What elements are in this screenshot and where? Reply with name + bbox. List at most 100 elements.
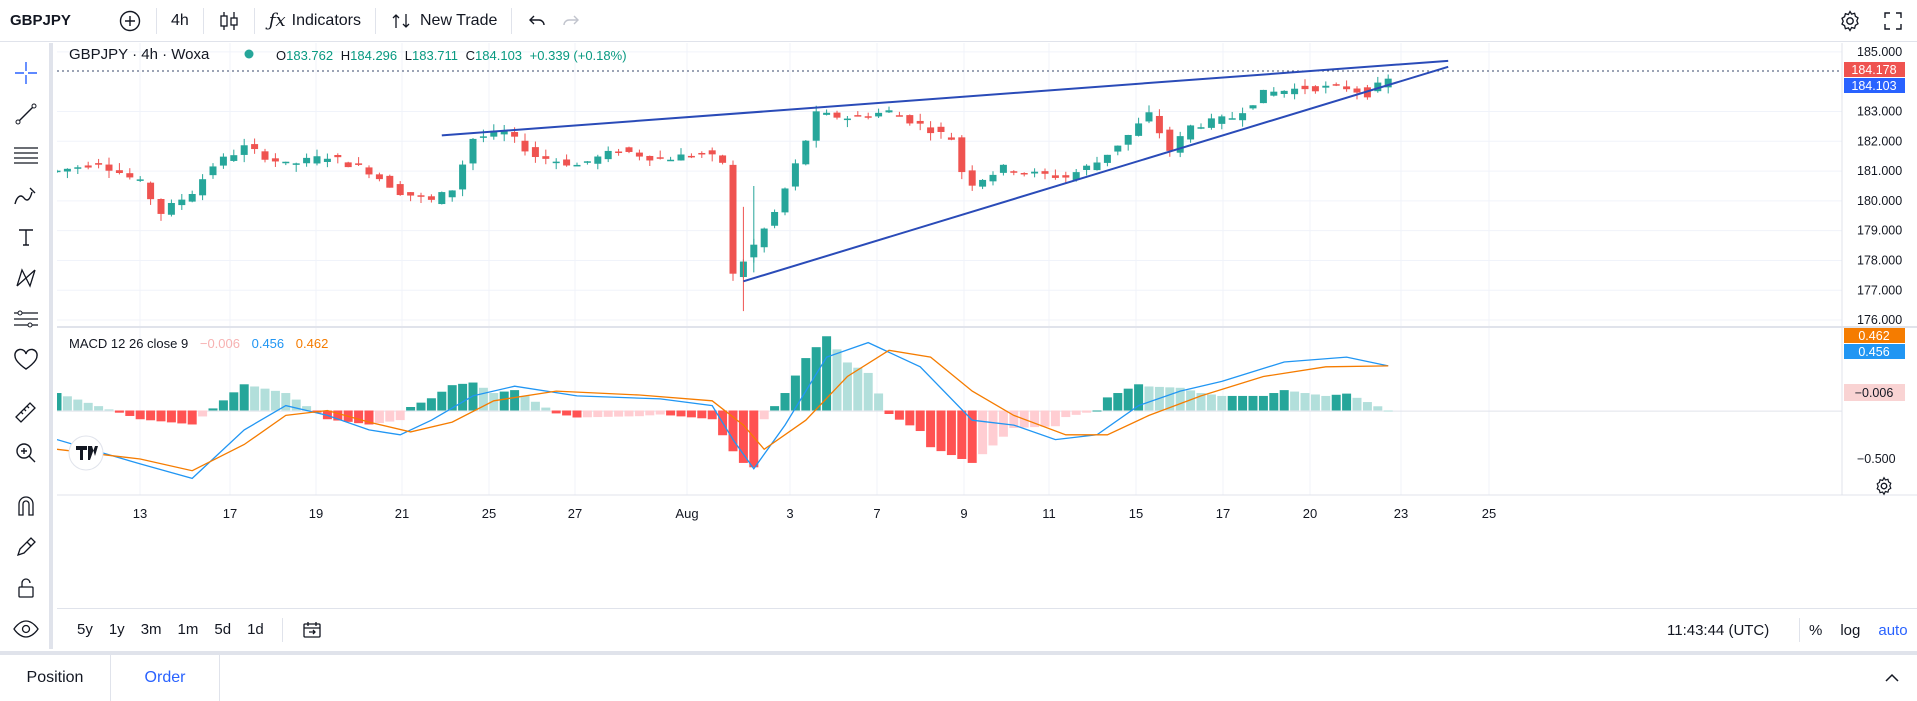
- candle-body: [1311, 86, 1319, 92]
- macd-hist-bar: [676, 410, 686, 417]
- favorites-tool[interactable]: [9, 343, 43, 377]
- macd-hist-bar: [166, 410, 176, 423]
- candle-body: [1249, 105, 1257, 109]
- candle-body: [937, 126, 945, 132]
- macd-hist-bar: [728, 410, 738, 452]
- settings-button[interactable]: [1838, 0, 1862, 42]
- pattern-tool[interactable]: [9, 261, 43, 295]
- candle-body: [115, 170, 123, 173]
- candle-body: [209, 166, 217, 176]
- macd-hist-bar: [655, 410, 665, 415]
- fullscreen-button[interactable]: [1882, 0, 1904, 42]
- close-value: 184.103: [475, 48, 522, 63]
- candle-body: [365, 167, 373, 175]
- forecast-tool[interactable]: [9, 302, 43, 336]
- interval-button[interactable]: 4h: [171, 11, 189, 29]
- tab-order[interactable]: Order: [110, 655, 220, 701]
- candle-body: [583, 161, 591, 163]
- candle-body: [916, 120, 924, 124]
- candle-body: [999, 164, 1007, 173]
- time-axis-settings[interactable]: [1876, 476, 1892, 496]
- candle-body: [947, 137, 955, 140]
- new-trade-label: New Trade: [420, 11, 498, 29]
- trend-line-tool[interactable]: [9, 97, 43, 131]
- zoom-tool[interactable]: [9, 436, 43, 470]
- new-trade-button[interactable]: New Trade: [384, 0, 503, 42]
- macd-hist-bar: [884, 410, 894, 414]
- macd-hist-bar: [1196, 393, 1206, 411]
- range-5d-button[interactable]: 5d: [214, 621, 232, 638]
- lock-tool[interactable]: [9, 571, 43, 605]
- macd-hist-bar: [1238, 395, 1248, 411]
- redo-button[interactable]: [554, 0, 588, 42]
- horizontal-lines-tool[interactable]: [9, 138, 43, 172]
- magnet-tool[interactable]: [9, 489, 43, 523]
- candle-body: [1239, 113, 1247, 121]
- macd-hist-bar: [395, 410, 405, 421]
- brush-tool[interactable]: [9, 179, 43, 213]
- signal-line: [56, 349, 1389, 472]
- macd-hist-bar: [1373, 406, 1383, 411]
- candle-body: [219, 156, 227, 166]
- candle-body: [708, 150, 716, 155]
- range-3m-button[interactable]: 3m: [140, 621, 162, 638]
- candle-body: [511, 132, 519, 137]
- candle-body: [604, 150, 612, 160]
- candle-body: [136, 179, 144, 181]
- time-tick-label: 20: [1303, 506, 1317, 521]
- macd-hist-bar: [1258, 395, 1268, 411]
- indicators-button[interactable]: ƒx Indicators: [263, 0, 367, 42]
- macd-hist-bar: [801, 358, 811, 411]
- range-1m-button[interactable]: 1m: [177, 621, 199, 638]
- tab-position[interactable]: Position: [26, 669, 84, 686]
- text-tool[interactable]: [9, 220, 43, 254]
- candle-body: [167, 202, 175, 215]
- auto-scale-toggle[interactable]: auto: [1878, 621, 1908, 639]
- candle-body: [1259, 89, 1267, 104]
- macd-hist-bar: [1082, 410, 1092, 413]
- macd-hist-bar: [364, 410, 374, 425]
- macd-legend[interactable]: MACD 12 26 close 9 −0.006 0.456 0.462: [69, 336, 328, 351]
- macd-hist-bar: [738, 410, 748, 463]
- candle-body: [729, 164, 737, 274]
- go-to-date-button[interactable]: [293, 619, 331, 641]
- macd-hist-bar: [1227, 395, 1237, 411]
- measure-tool[interactable]: [9, 395, 43, 429]
- candle-body: [105, 164, 113, 171]
- candle-body: [1020, 172, 1028, 175]
- time-tick-label: 11: [1042, 506, 1056, 521]
- macd-hist-bar: [125, 410, 135, 416]
- macd-hist-bar: [790, 375, 800, 411]
- macd-signal-price: 0.462: [1858, 329, 1889, 343]
- candle-body: [906, 115, 914, 124]
- range-1y-button[interactable]: 1y: [108, 621, 125, 638]
- candle-body: [147, 182, 155, 200]
- percent-scale-toggle[interactable]: %: [1809, 621, 1823, 639]
- undo-button[interactable]: [520, 0, 554, 42]
- candlestick-chart[interactable]: 185.000 183.000 182.000 181.000 180.000 179.0…: [52, 43, 1917, 606]
- range-1d-button[interactable]: 1d: [247, 621, 264, 638]
- symbol-search-button[interactable]: GBPJPY: [10, 12, 71, 29]
- chart-type-button[interactable]: [212, 0, 246, 42]
- trend-lines[interactable]: [441, 59, 1449, 283]
- candle-body: [812, 111, 820, 141]
- low-label: L: [405, 48, 412, 63]
- utc-time[interactable]: 11:43:44 (UTC): [1667, 609, 1769, 651]
- candle-body: [417, 195, 425, 197]
- chart-area[interactable]: 185.000 183.000 182.000 181.000 180.000 179.0…: [52, 43, 1917, 606]
- crosshair-tool[interactable]: [9, 56, 43, 90]
- draw-mode-tool[interactable]: [9, 530, 43, 564]
- collapse-panel-button[interactable]: [1867, 655, 1917, 701]
- log-scale-toggle[interactable]: log: [1840, 621, 1861, 639]
- xabcd-pattern-icon: [16, 268, 36, 288]
- visibility-tool[interactable]: [9, 612, 43, 646]
- candle-body: [521, 140, 529, 152]
- range-5y-button[interactable]: 5y: [77, 621, 93, 638]
- candle-body: [427, 196, 435, 200]
- symbol-title[interactable]: GBPJPY · 4h · Woxa: [69, 46, 210, 63]
- compare-add-button[interactable]: [112, 0, 148, 42]
- candle-body: [303, 157, 311, 164]
- tradingview-logo[interactable]: [68, 435, 104, 471]
- candle-body: [1010, 171, 1018, 173]
- candle-body: [1093, 162, 1101, 171]
